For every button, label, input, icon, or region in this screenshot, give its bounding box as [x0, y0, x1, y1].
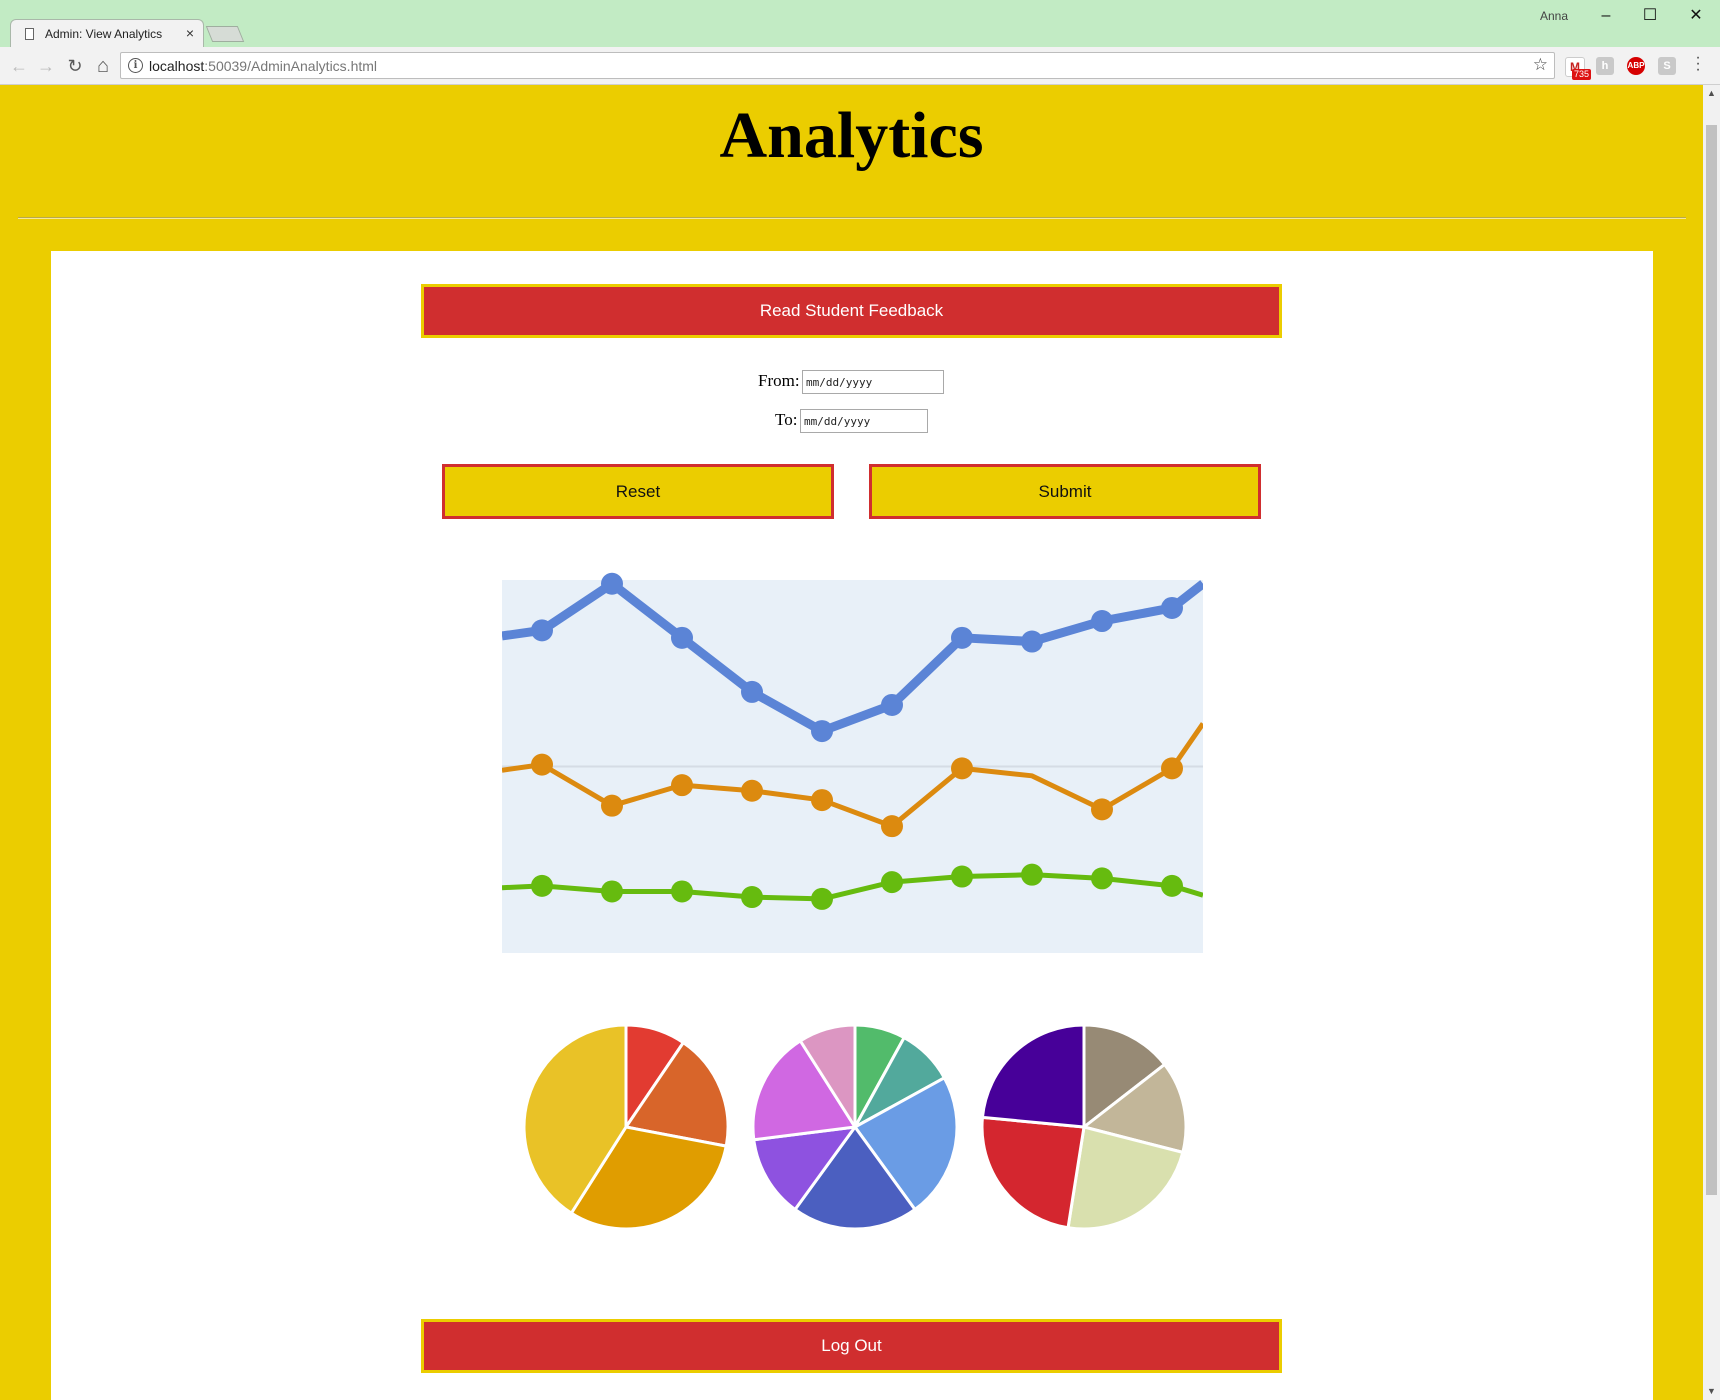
- title-divider: [18, 217, 1686, 219]
- pie-slice: [624, 1041, 730, 1148]
- from-date-input[interactable]: [802, 370, 944, 394]
- series-line-2: [502, 722, 1203, 829]
- data-point: [881, 693, 903, 716]
- reload-icon[interactable]: ↻: [67, 56, 83, 76]
- pie-slice: [798, 1023, 857, 1129]
- data-point: [811, 789, 833, 812]
- to-date-input[interactable]: [800, 409, 928, 433]
- data-point: [531, 619, 553, 642]
- pie-slice: [1082, 1062, 1188, 1154]
- adblock-icon[interactable]: ABP: [1627, 57, 1645, 75]
- browser-toolbar: ← → ↻ ⌂ i localhost:50039/AdminAnalytics…: [0, 47, 1720, 85]
- data-point: [601, 572, 623, 595]
- pie-slice: [752, 1125, 857, 1212]
- series-line-1: [502, 579, 1203, 736]
- data-point: [811, 720, 833, 743]
- tab-title: Admin: View Analytics: [45, 27, 163, 41]
- pie-slice: [522, 1023, 628, 1215]
- extension-icon[interactable]: h: [1596, 57, 1614, 75]
- page-scrollbar[interactable]: ▲ ▼: [1703, 85, 1720, 1400]
- bookmark-star-icon[interactable]: ☆: [1532, 55, 1548, 74]
- pie-slice: [980, 1023, 1086, 1129]
- window-close-icon[interactable]: ✕: [1689, 7, 1703, 24]
- data-point: [951, 865, 973, 888]
- read-feedback-button[interactable]: Read Student Feedback: [421, 284, 1282, 338]
- line-chart: [502, 572, 1203, 953]
- page-icon: [25, 28, 34, 40]
- info-icon[interactable]: i: [128, 58, 143, 73]
- data-point: [671, 880, 693, 903]
- back-arrow-icon[interactable]: ←: [10, 56, 28, 76]
- new-tab-button[interactable]: [205, 26, 245, 42]
- data-point: [881, 871, 903, 894]
- scroll-up-arrow-icon[interactable]: ▲: [1707, 88, 1716, 98]
- page-title: Analytics: [719, 99, 984, 172]
- data-point: [601, 880, 623, 903]
- browser-tab[interactable]: Admin: View Analytics ×: [10, 19, 204, 47]
- pie-chart-3: [980, 1023, 1188, 1231]
- data-point: [1161, 757, 1183, 780]
- data-point: [951, 626, 973, 649]
- pie-slice: [1066, 1125, 1185, 1231]
- browser-titlebar: Admin: View Analytics × Anna – ☐ ✕: [0, 0, 1720, 47]
- scroll-down-arrow-icon[interactable]: ▼: [1707, 1386, 1716, 1396]
- pie-slice: [980, 1115, 1086, 1230]
- submit-button[interactable]: Submit: [869, 464, 1261, 519]
- data-point: [881, 815, 903, 838]
- pie-slice: [751, 1039, 857, 1142]
- data-point: [1091, 867, 1113, 890]
- extension-s-icon[interactable]: S: [1658, 57, 1676, 75]
- pie-slice: [793, 1125, 917, 1231]
- data-point: [1091, 798, 1113, 821]
- data-point: [671, 626, 693, 649]
- pie-slice: [853, 1076, 959, 1212]
- forward-arrow-icon[interactable]: →: [37, 56, 55, 76]
- data-point: [531, 874, 553, 897]
- data-point: [811, 887, 833, 910]
- pie-slice: [1082, 1023, 1167, 1129]
- minimize-icon[interactable]: –: [1601, 7, 1611, 24]
- pie-chart-1: [522, 1023, 730, 1231]
- data-point: [671, 774, 693, 797]
- browser-menu-icon[interactable]: · · ·: [1695, 49, 1701, 78]
- profile-name[interactable]: Anna: [1540, 9, 1569, 23]
- close-tab-icon[interactable]: ×: [185, 25, 194, 41]
- gmail-unread-badge: 735: [1572, 69, 1592, 80]
- series-line-3: [502, 872, 1203, 902]
- from-label: From:: [758, 371, 800, 390]
- address-bar[interactable]: i localhost:50039/AdminAnalytics.html ☆: [120, 52, 1555, 79]
- data-point: [741, 886, 763, 909]
- data-point: [741, 779, 763, 802]
- home-icon[interactable]: ⌂: [96, 55, 110, 77]
- pie-chart-2: [751, 1023, 959, 1231]
- data-point: [1021, 630, 1043, 653]
- data-point: [741, 680, 763, 703]
- data-point: [531, 753, 553, 776]
- data-point: [601, 794, 623, 817]
- data-point: [1091, 610, 1113, 633]
- logout-button[interactable]: Log Out: [421, 1319, 1282, 1373]
- to-label: To:: [775, 410, 798, 429]
- data-point: [1161, 874, 1183, 897]
- url-text[interactable]: localhost:50039/AdminAnalytics.html: [149, 58, 378, 74]
- data-point: [1021, 863, 1043, 886]
- data-point: [1161, 596, 1183, 619]
- scroll-thumb[interactable]: [1706, 125, 1717, 1195]
- maximize-icon[interactable]: ☐: [1642, 7, 1658, 24]
- data-point: [951, 757, 973, 780]
- reset-button[interactable]: Reset: [442, 464, 834, 519]
